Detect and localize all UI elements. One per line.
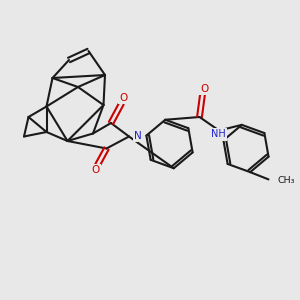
- Text: O: O: [200, 83, 208, 94]
- Text: O: O: [120, 93, 128, 103]
- Text: N: N: [134, 131, 142, 141]
- Text: O: O: [91, 165, 99, 176]
- Text: CH₃: CH₃: [278, 176, 295, 185]
- Text: NH: NH: [211, 129, 226, 140]
